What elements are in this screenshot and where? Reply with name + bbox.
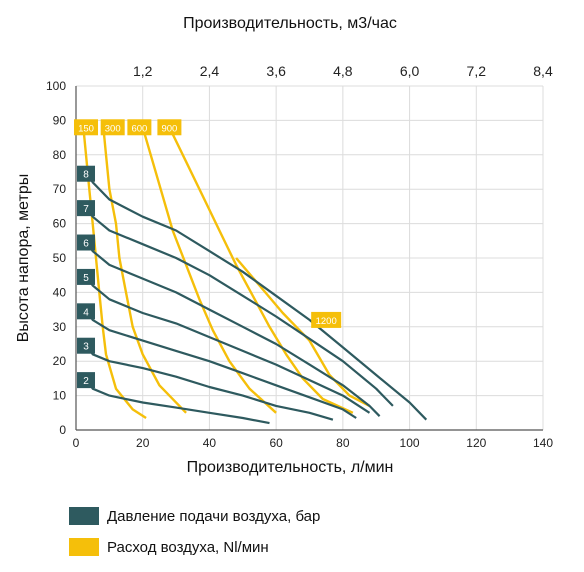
x2-tick-label: 4,8 bbox=[333, 63, 353, 79]
y-tick-label: 80 bbox=[53, 148, 67, 162]
x2-tick-label: 8,4 bbox=[533, 63, 553, 79]
x2-axis-title: Производительность, м3/час bbox=[183, 15, 397, 32]
pressure-label-7-box bbox=[77, 200, 96, 217]
air-label-150: 150 bbox=[78, 123, 94, 134]
y-tick-label: 60 bbox=[53, 217, 67, 231]
pressure-label-7: 7 bbox=[83, 204, 89, 215]
pressure-label-3: 3 bbox=[83, 342, 89, 353]
x2-tick-label: 7,2 bbox=[467, 63, 487, 79]
x-axis-title: Производительность, л/мин bbox=[187, 459, 394, 476]
pressure-label-6-box bbox=[77, 234, 96, 251]
legend-air-swatch bbox=[69, 538, 99, 556]
y-tick-label: 40 bbox=[53, 285, 67, 299]
pressure-label-4-box bbox=[77, 303, 96, 320]
y-tick-label: 70 bbox=[53, 182, 67, 196]
pressure-series-5-line bbox=[85, 274, 371, 414]
air-series-600-line bbox=[141, 126, 277, 414]
air-label-1200: 1200 bbox=[316, 316, 337, 327]
pressure-label-4: 4 bbox=[83, 307, 89, 318]
chart: 0 20 40 60 80 100 120 140 0 10 20 30 40 50 60 70 80 90 100… bbox=[15, 15, 553, 476]
y-tick-label: 10 bbox=[53, 389, 67, 403]
pressure-label-2: 2 bbox=[83, 376, 89, 387]
x-tick-label: 20 bbox=[136, 436, 150, 450]
y-tick-label: 20 bbox=[53, 354, 67, 368]
legend-pressure-swatch bbox=[69, 507, 99, 525]
y-tick-label: 0 bbox=[59, 423, 66, 437]
x-tick-label: 40 bbox=[203, 436, 217, 450]
y-axis-title: Высота напора, метры bbox=[15, 174, 32, 342]
air-label-300: 300 bbox=[105, 123, 121, 134]
pressure-label-6: 6 bbox=[83, 239, 89, 250]
x2-tick-label: 1,2 bbox=[133, 63, 153, 79]
pressure-series-6-line bbox=[85, 240, 381, 417]
pressure-series-4-line bbox=[85, 309, 357, 419]
x2-tick-label: 6,0 bbox=[400, 63, 420, 79]
air-label-600-box bbox=[127, 119, 152, 136]
air-series-1200-line bbox=[235, 257, 371, 407]
y-tick-label: 50 bbox=[53, 251, 67, 265]
y-tick-label: 90 bbox=[53, 113, 67, 127]
pressure-series-2-line bbox=[85, 377, 270, 425]
x-tick-label: 120 bbox=[466, 436, 486, 450]
legend-air: Расход воздуха, Nl/мин bbox=[69, 538, 269, 556]
pressure-label-8: 8 bbox=[83, 170, 89, 181]
pressure-label-2-box bbox=[77, 372, 96, 389]
x2-tick-label: 3,6 bbox=[266, 63, 286, 79]
legend-pressure-label: Давление подачи воздуха, бар bbox=[107, 507, 321, 525]
x-tick-label: 100 bbox=[400, 436, 420, 450]
air-label-300-box bbox=[100, 119, 125, 136]
x-tick-label: 0 bbox=[73, 436, 80, 450]
pressure-series-3-line bbox=[85, 343, 334, 421]
pressure-label-3-box bbox=[77, 337, 96, 354]
pressure-series-8-line bbox=[85, 171, 428, 421]
pressure-label-5: 5 bbox=[83, 273, 89, 284]
legend-air-label: Расход воздуха, Nl/мин bbox=[107, 538, 269, 556]
pressure-label-8-box bbox=[77, 165, 96, 182]
x-tick-label: 80 bbox=[336, 436, 350, 450]
legend-pressure: Давление подачи воздуха, бар bbox=[69, 507, 320, 525]
y-tick-label: 30 bbox=[53, 320, 67, 334]
pressure-label-5-box bbox=[77, 268, 96, 285]
air-label-600: 600 bbox=[131, 123, 147, 134]
air-series-900-line bbox=[168, 126, 354, 414]
x2-tick-label: 2,4 bbox=[200, 63, 220, 79]
pressure-series-7-line bbox=[85, 205, 394, 407]
air-label-900: 900 bbox=[161, 123, 177, 134]
x-tick-label: 140 bbox=[533, 436, 553, 450]
air-label-150-box bbox=[74, 119, 99, 136]
air-label-900-box bbox=[157, 119, 182, 136]
air-label-1200-box bbox=[311, 311, 342, 328]
y-tick-label: 100 bbox=[46, 79, 66, 93]
x-tick-label: 60 bbox=[269, 436, 283, 450]
